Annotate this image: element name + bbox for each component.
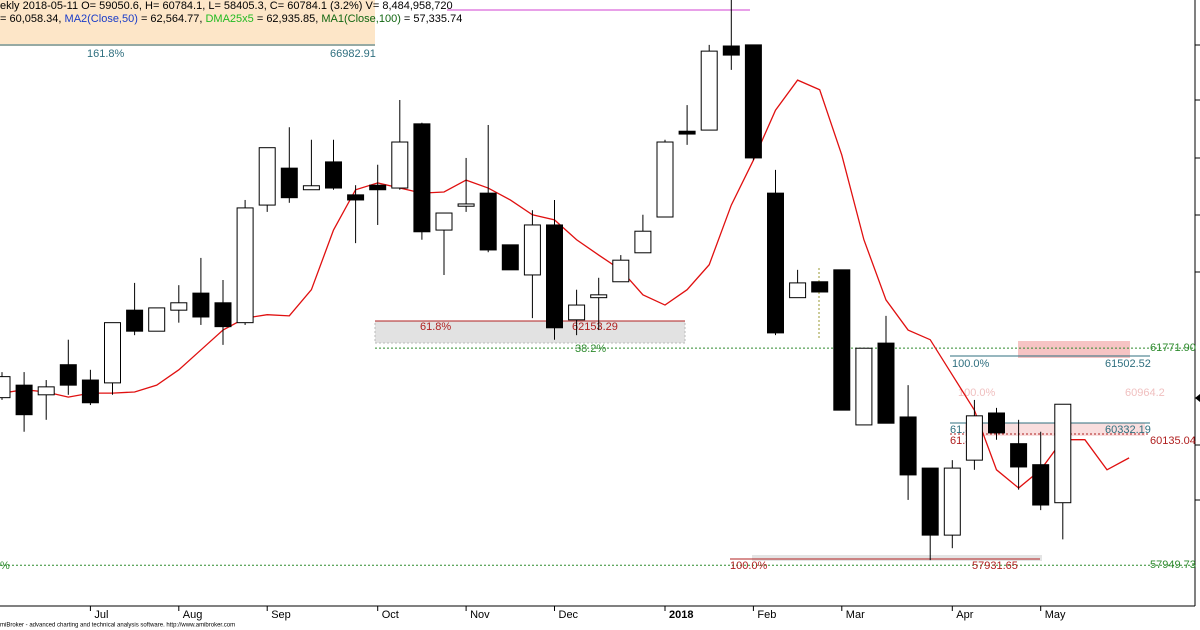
candle-body — [192, 292, 210, 318]
candle-body — [457, 203, 475, 207]
x-tick-label: Aug — [183, 609, 203, 621]
annotation: 100.0% — [958, 387, 996, 399]
candle-body — [546, 224, 563, 329]
annotation: 60332.19 — [1105, 424, 1151, 436]
annotation: 60964.2 — [1125, 387, 1165, 399]
x-tick-label: Dec — [559, 609, 579, 621]
header-segment: = 62,935.85, — [254, 13, 322, 25]
header-segment: MA2(Close,50) — [65, 13, 138, 25]
candle-body — [325, 161, 342, 189]
candle-body — [921, 467, 939, 536]
fib-zone — [752, 555, 1042, 561]
footer: miBroker - advanced charting and technic… — [0, 623, 235, 629]
candle-body — [347, 194, 365, 201]
candle-body — [523, 224, 541, 276]
candle-body — [899, 416, 917, 476]
candle-body — [126, 309, 144, 332]
fib-zone — [1018, 341, 1130, 358]
header-text: ekly 2018-05-11 O= 59050.6, H= 60784.1, … — [0, 0, 453, 12]
candle-body — [965, 415, 983, 461]
header-segment: = 60,058.34, — [0, 13, 65, 25]
candle-body — [612, 259, 630, 283]
candle-body — [280, 167, 298, 199]
fib-zone — [374, 320, 686, 344]
candle-body — [833, 269, 851, 411]
candle-body — [104, 322, 121, 384]
level-label: 61771.90 — [1150, 342, 1196, 354]
candle-body — [943, 467, 961, 536]
candle-body — [1054, 403, 1072, 504]
header-segment: = 57,335.74 — [401, 13, 462, 25]
candle-body — [988, 412, 1005, 434]
annotation: 100.0% — [952, 358, 990, 370]
annotation: 61502.52 — [1105, 358, 1151, 370]
candle-body — [1010, 443, 1028, 468]
candle-body — [744, 44, 762, 159]
candle-body — [568, 304, 586, 321]
ma-line — [1, 79, 1130, 489]
candle-body — [590, 294, 608, 299]
header-segment: DMA25x5 — [205, 13, 253, 25]
candle-body — [59, 364, 77, 386]
candle-body — [302, 185, 320, 191]
candle-body — [877, 342, 895, 424]
header-segment: MA1(Close,100) — [321, 13, 400, 25]
annotation: 60135.04 — [1150, 435, 1196, 447]
candle-body — [37, 386, 55, 396]
plot-area — [0, 0, 1130, 561]
annotation: 57931.65 — [972, 560, 1018, 572]
annotation: % — [0, 560, 10, 572]
annotation: 161.8% — [87, 48, 125, 60]
candle-body — [767, 192, 784, 334]
x-tick-label: Sep — [271, 609, 291, 621]
annotation: 66982.91 — [330, 48, 376, 60]
candle-body — [700, 50, 718, 131]
candle-body — [1032, 464, 1050, 506]
x-tick-label: Jul — [94, 609, 108, 621]
candle-body — [236, 207, 254, 324]
header-text: = 60,058.34, MA2(Close,50) = 62,564.77, … — [0, 13, 462, 25]
candle-body — [148, 307, 166, 332]
x-tick-label: Feb — [757, 609, 776, 621]
annotation: 62153.29 — [572, 321, 618, 333]
x-tick-label: May — [1045, 609, 1066, 621]
candle-body — [634, 230, 652, 254]
annotation: 100.0% — [730, 560, 768, 572]
candle-body — [501, 244, 519, 271]
x-tick-label: 2018 — [669, 609, 693, 621]
level-label: 57949.73 — [1150, 559, 1196, 571]
header-segment: = 62,564.77, — [138, 13, 206, 25]
x-tick-label: Oct — [382, 609, 399, 621]
candle-body — [81, 379, 99, 404]
axis-ticks — [1195, 44, 1200, 501]
candle-body — [811, 281, 829, 293]
candle-body — [170, 302, 188, 311]
candle-body — [855, 347, 873, 426]
x-tick-label: Mar — [846, 609, 865, 621]
candle-body — [391, 141, 409, 189]
candle-body — [789, 282, 807, 299]
candle-body — [435, 212, 453, 231]
candle-body — [0, 376, 11, 399]
fib-zone — [0, 0, 375, 46]
candle-body — [369, 184, 387, 191]
candle-body — [214, 302, 232, 328]
annotation: 61.8% — [420, 321, 451, 333]
annotation: 38.2% — [575, 343, 606, 355]
candle-body — [479, 192, 497, 251]
x-tick-label: Nov — [470, 609, 490, 621]
header-segment: ekly 2018-05-11 O= 59050.6, H= 60784.1, … — [0, 0, 453, 12]
candle-body — [15, 384, 33, 416]
candle-body — [678, 130, 696, 135]
candle-body — [258, 147, 276, 206]
candle-body — [722, 45, 740, 56]
x-tick-label: Apr — [956, 609, 973, 621]
candle-body — [413, 123, 431, 233]
candle-body — [656, 141, 674, 218]
